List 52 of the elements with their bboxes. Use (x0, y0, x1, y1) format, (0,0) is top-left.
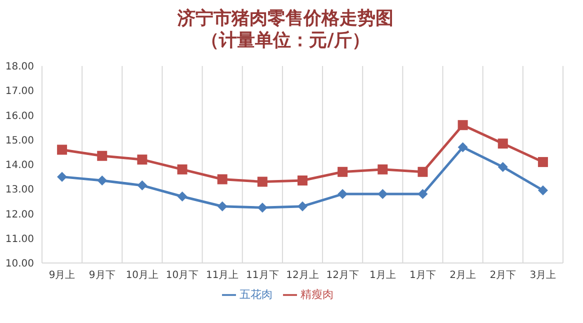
point (97, 150, 108, 161)
point (418, 189, 428, 200)
point (338, 189, 348, 200)
point (458, 142, 468, 152)
point (257, 202, 268, 213)
point (498, 162, 508, 172)
point (57, 144, 68, 155)
x-tick-label: 12月上 (286, 269, 319, 282)
point (538, 157, 548, 168)
point (418, 166, 428, 177)
x-tick-label: 9月下 (88, 270, 116, 282)
x-tick-label: 11月下 (246, 270, 279, 282)
y-tick-label: 18.00 (5, 62, 34, 73)
x-tick-label: 1月上 (369, 269, 396, 282)
x-tick-label: 9月上 (48, 269, 76, 282)
y-tick-label: 15.00 (5, 135, 34, 146)
point (298, 176, 308, 186)
x-tick-label: 1月下 (410, 270, 436, 282)
point (458, 120, 468, 130)
y-tick-label: 14.00 (5, 160, 34, 172)
point (177, 164, 188, 174)
point (378, 164, 388, 174)
legend-label: 精瘦肉 (300, 288, 334, 301)
point (298, 201, 308, 212)
chart-title: 济宁市猪肉零售价格走势图 (176, 8, 394, 30)
point (57, 172, 68, 182)
point (538, 185, 548, 196)
x-tick-label: 11月上 (206, 269, 239, 282)
x-tick-label: 10月下 (166, 270, 199, 282)
point (498, 138, 508, 149)
point (177, 192, 188, 202)
y-tick-label: 13.00 (5, 184, 34, 196)
point (338, 166, 348, 177)
x-tick-label: 12月下 (326, 270, 359, 282)
point (137, 180, 148, 190)
x-tick-label: 3月上 (530, 269, 556, 282)
y-tick-label: 16.00 (5, 110, 34, 122)
y-tick-label: 10.00 (5, 258, 34, 270)
point (137, 154, 148, 165)
point (97, 176, 108, 186)
point (257, 176, 268, 187)
point (378, 189, 388, 200)
point (217, 201, 228, 212)
x-tick-label: 2月上 (450, 269, 476, 282)
x-tick-label: 10月上 (126, 269, 159, 282)
x-tick-label: 2月下 (490, 270, 516, 282)
chart-subtitle: （计量单位：元/斤） (200, 30, 371, 52)
legend-label: 五花肉 (240, 288, 272, 301)
point (217, 174, 228, 184)
y-tick-label: 12.00 (5, 209, 34, 220)
y-tick-label: 17.00 (5, 86, 34, 98)
y-tick-label: 11.00 (5, 234, 34, 245)
